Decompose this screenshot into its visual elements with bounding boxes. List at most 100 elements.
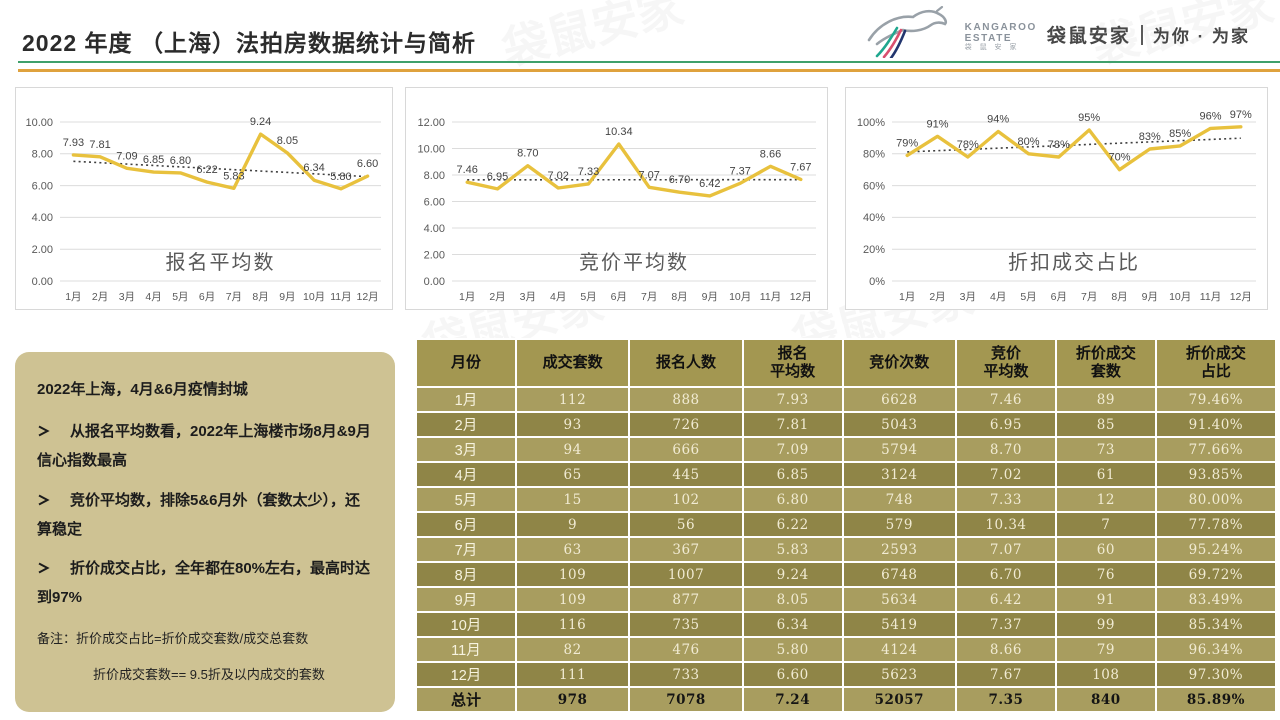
table-cell: 65: [516, 463, 629, 486]
notes-bullet-text: 折价成交占比，全年都在80%左右，最高时达到97%: [37, 560, 371, 607]
data-label: 8.70: [517, 148, 538, 160]
table-cell: 877: [630, 588, 742, 611]
table-cell: 5623: [843, 663, 955, 686]
month-cell: 6月: [417, 513, 515, 536]
svg-text:4月: 4月: [550, 291, 566, 303]
chart-registration-average: 10.00 8.00 6.00 4.00 2.00 0.00 报名平均数 1月 2月 3月 4月 5月…: [15, 87, 393, 310]
month-cell: 8月: [417, 563, 515, 586]
table-cell: 9.24: [743, 563, 842, 586]
table-cell: 63: [516, 538, 629, 561]
svg-text:0.00: 0.00: [424, 276, 445, 288]
table-cell: 73: [1056, 438, 1155, 461]
table-row: 10月 116 735 6.34 5419 7.37 99 85.34%: [417, 613, 1275, 636]
svg-text:7月: 7月: [226, 291, 242, 303]
table-cell: 60: [1056, 538, 1155, 561]
svg-text:5月: 5月: [1020, 291, 1036, 303]
notes-bullet: 从报名平均数看，2022年上海楼市场8月&9月信心指数最高: [37, 417, 373, 476]
svg-text:12月: 12月: [1230, 291, 1252, 303]
table-cell: 10.34: [957, 513, 1055, 536]
data-label: 96%: [1199, 110, 1221, 122]
svg-text:12.00: 12.00: [417, 117, 445, 129]
table-header-cell: 折价成交 占比: [1156, 340, 1275, 386]
data-label: 97%: [1230, 109, 1252, 121]
table-cell: 9: [516, 513, 629, 536]
table-row: 4月 65 445 6.85 3124 7.02 61 93.85%: [417, 463, 1275, 486]
svg-text:6.00: 6.00: [32, 180, 53, 192]
brand-slogan: 为你 · 为家: [1152, 27, 1250, 46]
svg-text:2.00: 2.00: [424, 249, 445, 261]
table-row: 11月 82 476 5.80 4124 8.66 79 96.34%: [417, 638, 1275, 661]
svg-text:11月: 11月: [1200, 291, 1221, 303]
table-cell: 748: [843, 488, 955, 511]
table-row: 7月 63 367 5.83 2593 7.07 60 95.24%: [417, 538, 1275, 561]
notes-headline: 2022年上海，4月&6月疫情封城: [37, 381, 248, 398]
svg-text:100%: 100%: [857, 117, 885, 129]
monthly-data-table: 月份 成交套数 报名人数 报名 平均数 竞价次数 竞价 平均数 折价成交 套数 折价成交 占比…: [415, 338, 1277, 713]
table-cell: 6748: [843, 563, 955, 586]
svg-text:11月: 11月: [760, 291, 781, 303]
table-row: 9月 109 877 8.05 5634 6.42 91 83.49%: [417, 588, 1275, 611]
data-label: 70%: [1108, 152, 1130, 164]
table-cell: 6.60: [743, 663, 842, 686]
svg-text:3月: 3月: [960, 291, 976, 303]
table-row: 6月 9 56 6.22 579 10.34 7 77.78%: [417, 513, 1275, 536]
table-cell: 76: [1056, 563, 1155, 586]
table-cell: 7.81: [743, 413, 842, 436]
table-cell: 5043: [843, 413, 955, 436]
svg-text:80%: 80%: [863, 149, 885, 161]
brand-name: 袋鼠安家: [1046, 26, 1131, 47]
total-cell: 840: [1056, 688, 1155, 711]
notes-remark-2: 折价成交套数== 9.5折及以内成交的套数: [93, 667, 325, 683]
svg-text:2月: 2月: [489, 291, 505, 303]
svg-text:0.00: 0.00: [32, 276, 53, 288]
table-row: 8月 109 1007 9.24 6748 6.70 76 69.72%: [417, 563, 1275, 586]
svg-text:10月: 10月: [729, 291, 751, 303]
table-cell: 6.95: [957, 413, 1055, 436]
notes-bullet: 折价成交占比，全年都在80%左右，最高时达到97%: [37, 554, 373, 613]
table-cell: 888: [630, 388, 742, 411]
monthly-data-table-wrap: 月份 成交套数 报名人数 报名 平均数 竞价次数 竞价 平均数 折价成交 套数 折价成交 占比…: [415, 338, 1277, 713]
table-cell: 112: [516, 388, 629, 411]
total-cell: 85.89%: [1156, 688, 1275, 711]
table-header-cell: 月份: [417, 340, 515, 386]
month-cell: 1月: [417, 388, 515, 411]
table-cell: 116: [516, 613, 629, 636]
svg-text:9月: 9月: [279, 291, 295, 303]
svg-text:7月: 7月: [641, 291, 657, 303]
svg-text:3月: 3月: [119, 291, 135, 303]
table-cell: 6.80: [743, 488, 842, 511]
table-row: 3月 94 666 7.09 5794 8.70 73 77.66%: [417, 438, 1275, 461]
table-cell: 5794: [843, 438, 955, 461]
bidding-average-chart: 12.00 10.00 8.00 6.00 4.00 2.00 0.00 竞价平均数 1月 2月 3…: [417, 117, 816, 303]
table-header-cell: 折价成交 套数: [1056, 340, 1155, 386]
month-cell: 9月: [417, 588, 515, 611]
table-row: 2月 93 726 7.81 5043 6.95 85 91.40%: [417, 413, 1275, 436]
svg-text:6月: 6月: [199, 291, 215, 303]
bullet-arrow-icon: [38, 562, 50, 574]
data-label: 94%: [987, 114, 1009, 126]
total-label-cell: 总计: [417, 688, 515, 711]
data-label: 6.22: [196, 164, 217, 176]
table-cell: 56: [630, 513, 742, 536]
data-label: 95%: [1078, 112, 1100, 124]
table-cell: 1007: [630, 563, 742, 586]
table-cell: 79: [1056, 638, 1155, 661]
registration-average-chart: 10.00 8.00 6.00 4.00 2.00 0.00 报名平均数 1月 2月 3月 4月 5月…: [25, 116, 381, 303]
data-label: 8.05: [277, 135, 298, 147]
table-header-cell: 成交套数: [516, 340, 629, 386]
table-header-cell: 报名人数: [630, 340, 742, 386]
watermark-text: 袋鼠安家: [497, 0, 689, 76]
table-cell: 12: [1056, 488, 1155, 511]
brand-words: 袋鼠安家 为你 · 为家: [1047, 21, 1250, 58]
discount-deal-ratio-chart: 100% 80% 60% 40% 20% 0% 折扣成交占比 1月 2月 3月 4月 5月 6月 7月 8月…: [857, 109, 1256, 303]
bullet-arrow-icon: [38, 425, 50, 437]
table-cell: 109: [516, 563, 629, 586]
table-cell: 579: [843, 513, 955, 536]
svg-text:7月: 7月: [1081, 291, 1097, 303]
table-header-row: 月份 成交套数 报名人数 报名 平均数 竞价次数 竞价 平均数 折价成交 套数 折价成交 占比: [417, 340, 1275, 386]
svg-text:12月: 12月: [790, 291, 812, 303]
table-cell: 99: [1056, 613, 1155, 636]
table-cell: 93.85%: [1156, 463, 1275, 486]
table-cell: 96.34%: [1156, 638, 1275, 661]
logo-text-kangaroo: KANGAROO: [964, 21, 1037, 33]
